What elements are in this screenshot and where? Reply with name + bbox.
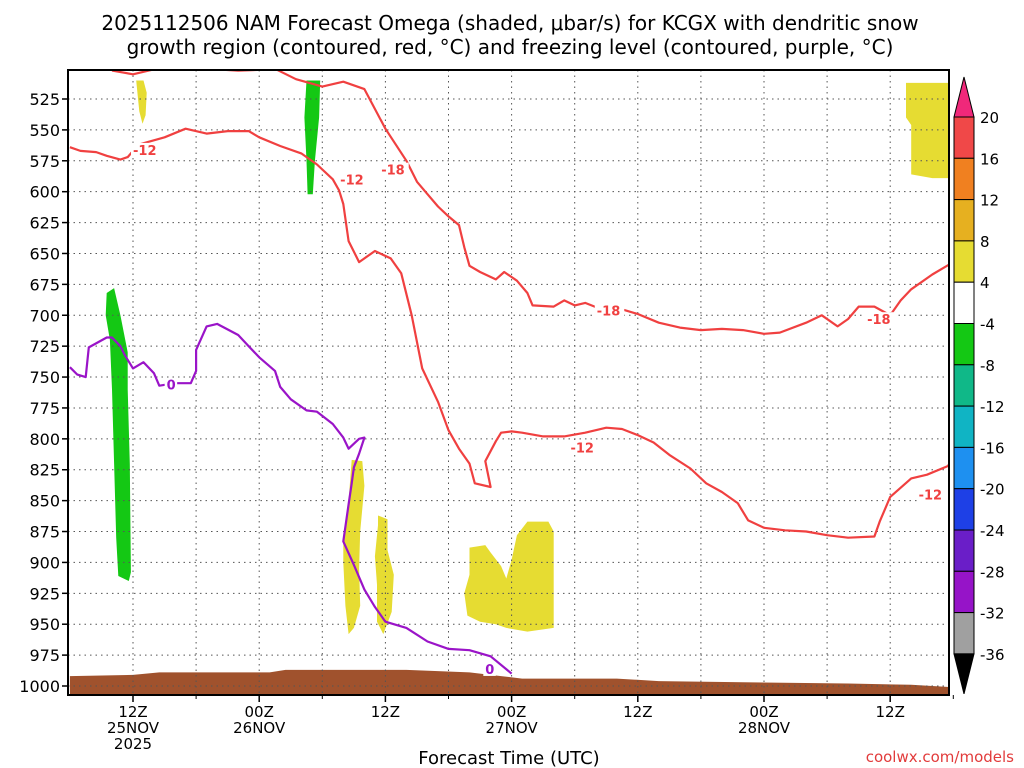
colorbar-swatch [953,446,975,490]
colorbar-swatch [953,364,975,407]
y-tick-label: 600 [29,183,60,202]
colorbar-tick-label: -16 [980,439,1005,457]
isotherm-dendritic-2 [111,70,949,335]
contour-label-bg [379,162,409,177]
contour-label-bg [131,142,161,157]
x-tick-label: 12Z [876,703,905,721]
plot-frame [67,69,950,696]
x-tick-label: 12Z [371,703,400,721]
contour-label-bg [164,377,178,392]
y-tick-label: 750 [29,368,60,387]
y-axis-pressure: 525 550 575 600 625 650 675 700 725 750 775 800 825 8… [19,90,68,696]
contour-label-bg [483,661,496,676]
colorbar-tick-label: -32 [980,605,1005,623]
x-tick-label: 25NOV [107,719,160,737]
x-tick-label: 00Z [245,703,274,721]
contour-label-dendritic: -12 [919,489,943,504]
x-tick-label: 28NOV [738,719,791,737]
y-tick-label: 900 [29,553,60,572]
colorbar-tick-label: 4 [980,274,990,292]
y-tick-label: 550 [29,121,60,140]
x-tick-label: 26NOV [233,719,286,737]
colorbar-swatch [953,488,975,531]
contour-label-bg [865,312,895,327]
x-axis-label: Forecast Time (UTC) [418,748,599,768]
x-tick-label: 12Z [623,703,652,721]
x-tick-label: 00Z [497,703,526,721]
contour-label-dendritic: -12 [133,144,157,159]
y-tick-label: 650 [29,244,60,263]
colorbar-swatch [953,281,975,325]
contour-label-bg [594,303,625,318]
omega-region-2 [304,80,321,195]
colorbar-swatch [953,612,975,655]
y-tick-label: 1000 [19,677,60,696]
y-tick-label: 875 [29,523,60,542]
colorbar-tick-label: -12 [980,398,1005,416]
colorbar-bottom-arrow [953,653,975,695]
colorbar-swatch [953,570,975,614]
colorbar-tick-label: 16 [980,150,999,168]
y-tick-label: 825 [29,461,60,480]
colorbar-tick-label: 8 [980,233,990,251]
x-tick-label: 2025 [114,735,152,753]
colorbar-swatch [953,240,975,283]
contour-label-dendritic: -18 [381,164,405,179]
omega-region-7 [464,521,554,632]
contour-label-freezing: 0 [485,663,494,678]
x-tick-label: 12Z [118,703,147,721]
contour-label-dendritic: -18 [867,313,891,328]
y-tick-label: 725 [29,337,60,356]
y-tick-label: 625 [29,214,60,233]
colorbar-tick-label: -28 [980,563,1005,581]
y-tick-label: 575 [29,152,60,171]
contour-label-freezing: 0 [167,379,176,394]
y-tick-label: 950 [29,615,60,634]
colorbar-swatch [953,116,975,159]
x-tick-label: 00Z [749,703,778,721]
isotherm-freezing-3 [69,322,513,675]
colorbar-tick-label: -24 [980,522,1005,540]
x-tick-label: 27NOV [486,719,539,737]
colorbar-tick-label: -36 [980,646,1005,664]
y-tick-label: 525 [29,90,60,109]
isotherm-dendritic-1 [69,127,949,539]
y-tick-label: 800 [29,430,60,449]
contour-label-dendritic: -18 [597,305,621,320]
contour-label-bg [916,487,947,502]
colorbar-swatch [953,199,975,242]
contour-label-dendritic: -12 [570,442,594,457]
contour-label-bg [338,172,368,187]
y-tick-label: 775 [29,399,60,418]
colorbar: 20 16 12 8 4 -4 -8 -12 -16 -20 -24 -28 -32 -36 [953,76,1005,695]
y-tick-label: 850 [29,492,60,511]
colorbar-swatch [953,157,975,201]
colorbar-tick-label: 12 [980,192,999,210]
colorbar-swatch [953,323,975,366]
y-tick-label: 925 [29,584,60,603]
contour-label-dendritic: -12 [340,174,364,189]
y-tick-label: 675 [29,275,60,294]
omega-region-1 [105,288,131,581]
omega-region-3 [136,80,147,124]
y-tick-label: 700 [29,306,60,325]
colorbar-top-arrow [953,76,975,118]
colorbar-swatch [953,529,975,572]
omega-region-4 [906,82,949,179]
y-tick-label: 975 [29,646,60,665]
colorbar-tick-label: -8 [980,357,995,375]
plot-area: -12 -18 -12 -18 -18 -12 -12 0 0 [68,70,949,695]
omega-region-6 [374,515,394,635]
chart-title-line-2: growth region (contoured, red, °C) and f… [127,35,894,59]
contour-label-bg [568,440,598,455]
credit-text[interactable]: coolwx.com/models [866,748,1014,766]
colorbar-tick-label: -20 [980,481,1005,499]
colorbar-swatch [953,405,975,448]
terrain-band [69,669,949,695]
colorbar-tick-label: 20 [980,109,999,127]
colorbar-tick-label: -4 [980,316,995,334]
chart-title-line-1: 2025112506 NAM Forecast Omega (shaded, μ… [101,11,918,35]
